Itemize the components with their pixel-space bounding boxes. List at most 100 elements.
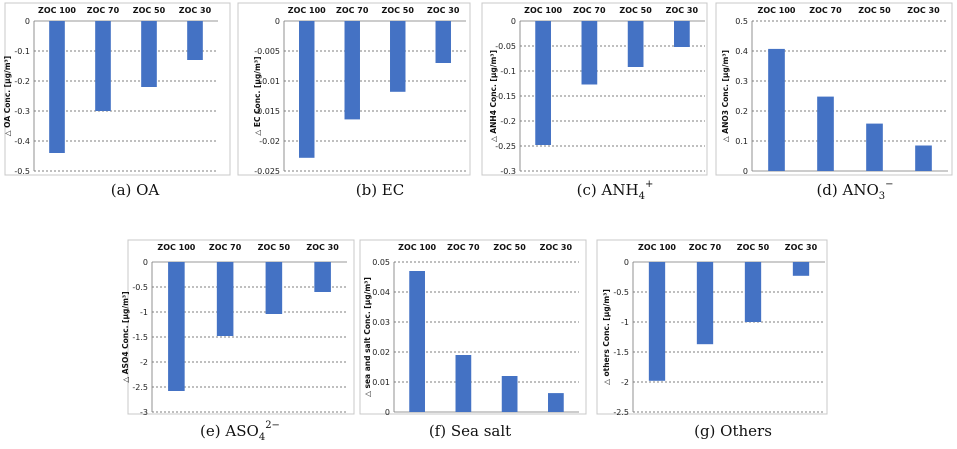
caption-main: (c) ANH: [577, 181, 639, 199]
panel-aso4: 0 -0.5 -1 -1.5 -2 -2.5 -3 ZOC 100 ZOC 70 ZOC 50 ZO…: [121, 239, 355, 443]
y-tick-label: -1.5: [613, 348, 629, 357]
y-tick-label: 0.05: [372, 258, 390, 267]
y-tick-label: 0: [743, 167, 748, 176]
panel-anh4: 0 -0.05 -0.1 -0.15 -0.2 -0.25 -0.3 ZOC 100 ZOC 7…: [481, 2, 708, 202]
bar-seasalt-1: [409, 271, 425, 412]
y-tick-label: -0.5: [132, 283, 148, 292]
bar-ano3-4: [915, 145, 932, 171]
y-tick-label: -0.15: [495, 92, 516, 101]
y-tick-label: -0.5: [613, 288, 629, 297]
y-tick-label: 0: [511, 17, 516, 26]
caption-main: (f) Sea salt: [429, 422, 511, 440]
caption-sup: +: [645, 179, 653, 190]
category-label: ZOC 100: [157, 243, 195, 252]
category-label: ZOC 50: [493, 243, 526, 252]
y-tick-label: -0.1: [500, 67, 516, 76]
y-axis-title: △ EC Conc. [µg/m³]: [253, 56, 262, 135]
category-label: ZOC 70: [573, 6, 606, 15]
category-label: ZOC 30: [666, 6, 699, 15]
y-tick-label: 0.5: [735, 17, 748, 26]
panel-others: 0 -0.5 -1 -1.5 -2 -2.5 ZOC 100 ZOC 70 ZOC 50 ZOC …: [596, 239, 828, 440]
category-label: ZOC 50: [258, 243, 291, 252]
caption-main: (b) EC: [356, 181, 405, 199]
y-tick-label: 0.2: [735, 107, 748, 116]
panel-seasalt: 0.05 0.04 0.03 0.02 0.01 0 ZOC 100 ZOC 70 ZOC 50…: [359, 239, 587, 440]
category-label: ZOC 50: [133, 6, 166, 15]
bar-anh4-2: [581, 21, 598, 85]
y-tick-label: -0.025: [254, 167, 280, 176]
y-tick-label: 0.01: [372, 378, 390, 387]
y-axis-title: △ OA Conc. [µg/m³]: [3, 56, 12, 136]
bar-aso4-1: [168, 262, 185, 391]
bar-anh4-3: [627, 21, 644, 67]
y-tick-label: -2: [621, 378, 629, 387]
bar-others-2: [696, 262, 714, 345]
y-tick-label: -0.5: [14, 167, 30, 176]
y-tick-label: -1.5: [132, 333, 148, 342]
caption-sup: 2−: [265, 420, 280, 431]
y-tick-label: -0.3: [14, 107, 30, 116]
category-label: ZOC 30: [427, 6, 460, 15]
y-tick-label: -2.5: [613, 408, 629, 417]
bar-others-3: [744, 262, 762, 322]
bar-others-1: [648, 262, 666, 381]
category-label: ZOC 30: [306, 243, 339, 252]
caption: (g) Others: [694, 422, 772, 440]
y-tick-label: -2.5: [132, 383, 148, 392]
y-axis-title: △ ASO4 Conc. [µg/m³]: [121, 291, 130, 382]
category-label: ZOC 70: [447, 243, 480, 252]
y-tick-label: 0.03: [372, 318, 390, 327]
y-tick-label: 0: [25, 17, 30, 26]
y-tick-label: -0.2: [14, 77, 30, 86]
category-label: ZOC 70: [87, 6, 120, 15]
caption: (e) ASO42−: [200, 420, 280, 443]
y-tick-label: -0.02: [259, 137, 280, 146]
y-tick-label: 0: [275, 17, 280, 26]
y-tick-label: -0.005: [254, 47, 280, 56]
panel-frame: [127, 239, 355, 415]
caption-sub: 4: [259, 432, 265, 443]
category-label: ZOC 100: [38, 6, 76, 15]
bar-ano3-3: [866, 123, 883, 171]
category-label: ZOC 100: [524, 6, 562, 15]
y-tick-label: -0.4: [14, 137, 30, 146]
y-tick-label: -0.25: [495, 142, 516, 151]
y-tick-label: 0.02: [372, 348, 390, 357]
bar-oa-2: [95, 21, 111, 111]
category-label: ZOC 30: [179, 6, 212, 15]
category-label: ZOC 50: [737, 243, 770, 252]
category-label: ZOC 70: [209, 243, 242, 252]
y-tick-label: -2: [140, 358, 148, 367]
caption: (b) EC: [356, 181, 405, 199]
y-tick-label: -1: [140, 308, 148, 317]
y-tick-label: 0: [624, 258, 629, 267]
y-tick-label: -0.1: [14, 47, 30, 56]
bar-others-4: [792, 262, 810, 276]
y-axis-title: △ ANH4 Conc. [µg/m³]: [489, 50, 498, 142]
panel-frame: [237, 2, 471, 176]
bar-aso4-2: [216, 262, 234, 336]
panel-frame: [596, 239, 828, 415]
y-tick-label: 0: [143, 258, 148, 267]
panel-ec: 0 -0.005 -0.01 -0.015 -0.02 -0.025 ZOC 100 ZOC …: [237, 2, 471, 199]
caption-main: (g) Others: [694, 422, 772, 440]
y-tick-label: -0.015: [254, 107, 280, 116]
category-label: ZOC 50: [619, 6, 652, 15]
y-tick-label: -3: [140, 408, 148, 417]
panel-frame: [359, 239, 587, 415]
panel-ano3: 0.5 0.4 0.3 0.2 0.1 0 ZOC 100 ZOC 70 ZOC 50 ZOC 3…: [715, 2, 953, 202]
caption-main: (d) ANO: [816, 181, 878, 199]
category-label: ZOC 100: [288, 6, 326, 15]
bar-seasalt-2: [455, 355, 472, 412]
category-label: ZOC 30: [907, 6, 940, 15]
y-tick-label: 0.1: [735, 137, 748, 146]
category-label: ZOC 30: [785, 243, 818, 252]
bar-oa-3: [141, 21, 157, 87]
bar-oa-1: [49, 21, 65, 153]
category-label: ZOC 70: [809, 6, 842, 15]
category-label: ZOC 100: [638, 243, 676, 252]
bar-ec-3: [390, 21, 406, 92]
bar-anh4-4: [674, 21, 690, 47]
bar-anh4-1: [535, 21, 551, 145]
panel-frame: [4, 2, 231, 176]
